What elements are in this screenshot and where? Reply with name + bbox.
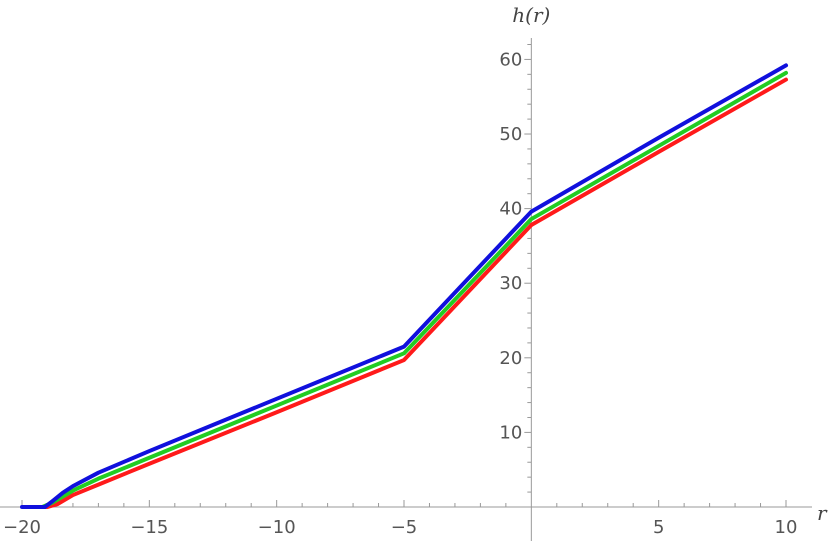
series-line-2 <box>30 70 788 509</box>
axes: −20 −15 −10 −5 5 10 10 20 30 40 50 60 r h(r) <box>0 3 828 541</box>
y-tick-label: 40 <box>499 199 522 220</box>
x-tick-label: −15 <box>130 517 168 538</box>
series-line-3 <box>20 63 788 509</box>
x-tick-label: 5 <box>653 517 664 538</box>
x-tick-label: 10 <box>775 517 798 538</box>
x-tick-label: −5 <box>391 517 418 538</box>
y-axis-ticks: 10 20 30 40 50 60 <box>499 44 532 493</box>
x-axis-ticks: −20 −15 −10 −5 5 10 <box>3 500 797 538</box>
y-tick-label: 50 <box>499 124 522 145</box>
series-group <box>20 63 788 509</box>
x-axis-label: r <box>817 501 828 525</box>
y-axis-label: h(r) <box>512 3 550 27</box>
y-tick-label: 10 <box>499 422 522 443</box>
y-tick-label: 30 <box>499 273 522 294</box>
x-tick-label: −10 <box>258 517 296 538</box>
y-tick-label: 20 <box>499 348 522 369</box>
x-tick-label: −20 <box>3 517 41 538</box>
y-tick-label: 60 <box>499 49 522 70</box>
series-line-1 <box>35 77 788 509</box>
